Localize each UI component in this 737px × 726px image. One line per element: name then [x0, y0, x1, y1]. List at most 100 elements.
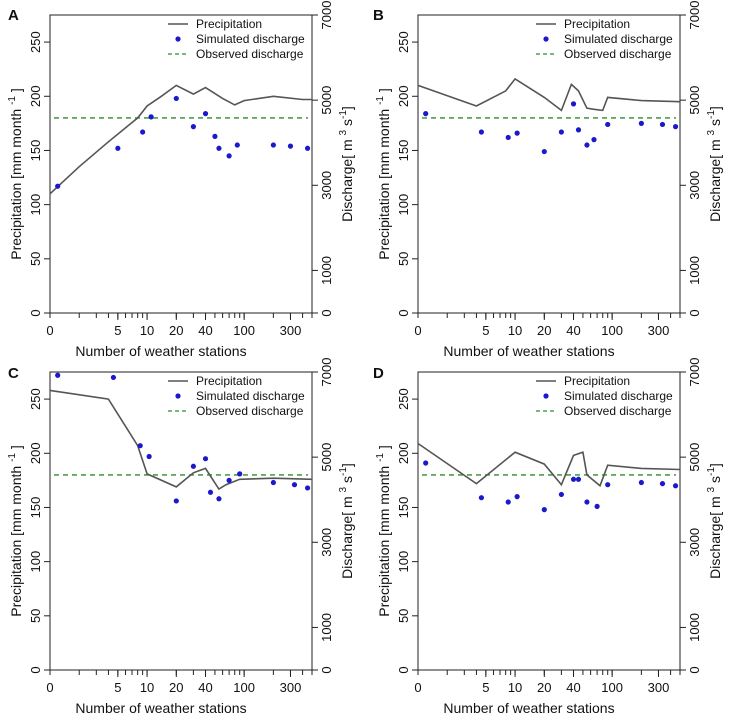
x-tick-label: 10	[508, 323, 522, 338]
plot-frame	[49, 14, 313, 314]
x-tick-label: 0	[414, 680, 421, 695]
precipitation-line	[417, 442, 681, 488]
x-tick-label: 0	[46, 680, 53, 695]
simulated-discharge-point	[270, 142, 276, 148]
simulated-discharge-point	[659, 121, 666, 128]
x-tick-label: 20	[537, 323, 551, 338]
y-right-title-mid: s	[707, 476, 723, 487]
simulated-discharge-point	[146, 453, 152, 460]
y-left-tick-label: 250	[396, 388, 411, 410]
y-right-tick-label: 5000	[687, 86, 702, 115]
simulated-discharge-point	[605, 121, 611, 128]
legend-simulated-label: Simulated discharge	[196, 389, 305, 403]
legend-precipitation-label: Precipitation	[564, 17, 630, 31]
y-left-title-close: ]	[8, 445, 24, 453]
y-right-tick-label: 7000	[687, 358, 702, 387]
y-right-title-main: Discharge[ m	[339, 135, 355, 221]
simulated-discharge-point	[672, 483, 679, 489]
x-tick-label: 40	[198, 323, 212, 338]
x-tick-label: 40	[566, 680, 580, 695]
x-tick-label: 5	[114, 323, 121, 338]
y-left-tick-label: 250	[28, 31, 43, 53]
simulated-discharge-point	[216, 496, 222, 502]
simulated-discharge-point	[478, 495, 485, 501]
simulated-discharge-point	[584, 142, 590, 148]
x-axis-title: Number of weather stations	[75, 343, 246, 359]
y-left-title-sup: -1	[7, 96, 18, 105]
simulated-discharge-point	[570, 476, 577, 482]
y-left-tick-label: 250	[396, 31, 411, 53]
simulated-discharge-point	[140, 129, 146, 135]
legend-simulated-label: Simulated discharge	[564, 389, 673, 403]
y-left-title-sup: -1	[375, 453, 386, 462]
y-left-title-sup: -1	[375, 96, 386, 105]
x-tick-label: 10	[508, 680, 522, 695]
y-left-tick-label: 150	[396, 497, 411, 519]
precipitation-line	[49, 84, 312, 195]
legend-observed-label: Observed discharge	[196, 404, 304, 418]
x-tick-label: 40	[566, 323, 580, 338]
x-tick-label: 20	[537, 680, 551, 695]
legend-simulated-swatch	[175, 393, 181, 399]
y-right-tick-label: 0	[687, 666, 702, 673]
simulated-discharge-point	[570, 101, 577, 107]
y-right-title-close: ]	[707, 463, 723, 467]
y-right-tick-label: 3000	[687, 171, 702, 200]
x-tick-label: 20	[169, 680, 183, 695]
simulated-discharge-point	[190, 463, 196, 469]
x-tick-label: 300	[648, 680, 670, 695]
y-right-title-sup1: 3	[706, 129, 717, 135]
panel-label: D	[373, 365, 384, 382]
y-right-tick-label: 7000	[687, 1, 702, 30]
x-tick-label: 100	[233, 680, 255, 695]
simulated-discharge-point	[291, 482, 298, 488]
simulated-discharge-point	[423, 111, 429, 117]
y-left-tick-label: 200	[396, 442, 411, 464]
x-axis-title: Number of weather stations	[443, 700, 614, 716]
y-left-title-main: Precipitation [mm month	[8, 105, 24, 260]
simulated-discharge-point	[148, 114, 154, 120]
simulated-discharge-point	[594, 503, 600, 509]
simulated-discharge-point	[234, 142, 240, 148]
simulated-discharge-point	[514, 494, 520, 500]
y-right-title-sup2: -1	[338, 110, 349, 119]
simulated-discharge-point	[202, 111, 209, 117]
y-left-tick-label: 0	[28, 309, 43, 316]
y-right-title-close: ]	[339, 106, 355, 110]
simulated-discharge-point	[304, 145, 311, 151]
simulated-discharge-point	[207, 489, 214, 495]
legend-simulated-swatch	[543, 393, 549, 399]
y-left-axis-title: Precipitation [mm month -1 ]	[7, 445, 24, 617]
y-right-tick-label: 1000	[687, 613, 702, 642]
x-tick-label: 0	[414, 323, 421, 338]
y-left-tick-label: 200	[28, 85, 43, 107]
simulated-discharge-point	[55, 183, 61, 189]
plot-frame	[417, 371, 681, 671]
y-left-tick-label: 250	[28, 388, 43, 410]
x-tick-label: 5	[482, 323, 489, 338]
simulated-discharge-point	[212, 133, 218, 139]
y-left-tick-label: 200	[28, 442, 43, 464]
y-left-tick-label: 100	[396, 194, 411, 216]
legend-observed-label: Observed discharge	[196, 47, 304, 61]
legend-simulated-swatch	[175, 36, 181, 42]
y-left-tick-label: 0	[28, 666, 43, 673]
y-right-tick-label: 0	[687, 309, 702, 316]
simulated-discharge-point	[173, 498, 179, 504]
simulated-discharge-point	[591, 137, 597, 143]
x-tick-label: 100	[601, 323, 623, 338]
x-tick-label: 100	[601, 680, 623, 695]
panel-label: A	[8, 7, 19, 24]
y-left-axis-title: Precipitation [mm month -1 ]	[7, 88, 24, 260]
y-left-axis-title: Precipitation [mm month -1 ]	[375, 88, 392, 260]
y-right-tick-label: 5000	[319, 86, 334, 115]
y-left-tick-label: 50	[396, 252, 411, 266]
simulated-discharge-point	[605, 482, 611, 488]
legend-observed-label: Observed discharge	[564, 404, 672, 418]
